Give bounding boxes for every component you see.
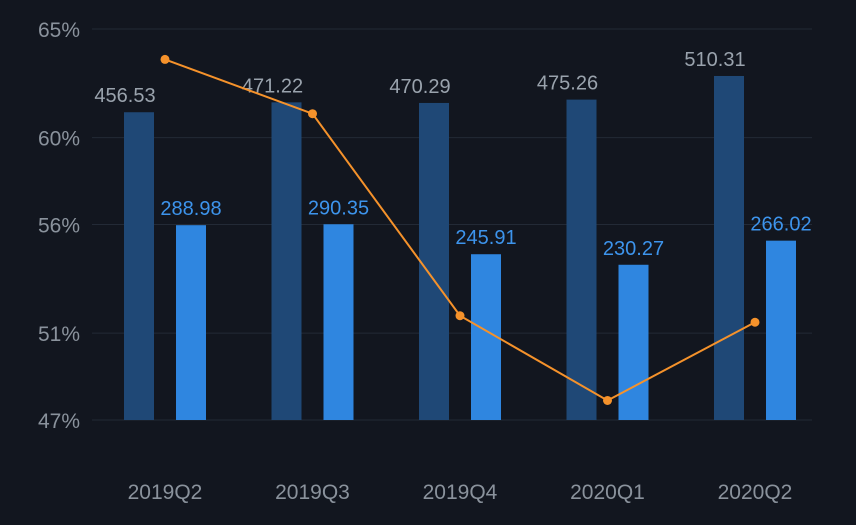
x-tick-label: 2020Q2 bbox=[718, 481, 793, 504]
bar-series-2 bbox=[766, 240, 796, 420]
bar-value-label: 471.22 bbox=[242, 75, 303, 97]
line-series bbox=[160, 54, 760, 405]
bar-value-label: 266.02 bbox=[750, 214, 811, 236]
bar-value-label: 245.91 bbox=[455, 227, 516, 249]
x-axis-ticks: 2019Q2 2019Q3 2019Q4 2020Q1 2020Q2 bbox=[128, 481, 793, 504]
bar-value-labels: 456.53 288.98 471.22 290.35 470.29 245.91 475.… bbox=[94, 49, 811, 260]
bar-series-2 bbox=[618, 264, 649, 420]
line-point bbox=[160, 54, 170, 64]
bar-value-label: 288.98 bbox=[160, 198, 221, 220]
y-tick-label: 60% bbox=[38, 128, 80, 151]
line-point bbox=[603, 395, 612, 405]
line-point bbox=[750, 317, 760, 327]
bar-series-1 bbox=[566, 99, 597, 421]
bar-series-1 bbox=[271, 102, 302, 420]
y-tick-label: 51% bbox=[38, 323, 80, 346]
bar-value-label: 456.53 bbox=[94, 85, 155, 107]
x-tick-label: 2019Q2 bbox=[128, 481, 203, 504]
bar-value-label: 230.27 bbox=[603, 238, 664, 260]
bar-series-2 bbox=[176, 225, 206, 420]
grid-lines bbox=[92, 28, 812, 421]
bar-series-1 bbox=[124, 112, 154, 420]
y-tick-label: 56% bbox=[38, 215, 80, 238]
y-axis-ticks: 65% 60% 56% 51% 47% bbox=[38, 19, 80, 433]
bars bbox=[124, 75, 796, 421]
bar-value-label: 475.26 bbox=[537, 73, 598, 95]
y-tick-label: 65% bbox=[38, 19, 80, 42]
bar-series-2 bbox=[323, 224, 354, 420]
line-point bbox=[308, 109, 317, 119]
bar-value-label: 290.35 bbox=[308, 197, 369, 219]
bar-series-1 bbox=[419, 102, 449, 421]
x-tick-label: 2019Q4 bbox=[423, 481, 498, 504]
bar-series-1 bbox=[714, 75, 744, 420]
x-tick-label: 2019Q3 bbox=[275, 481, 350, 504]
bar-value-label: 510.31 bbox=[684, 49, 745, 71]
bar-value-label: 470.29 bbox=[389, 76, 450, 98]
line-point bbox=[455, 311, 465, 321]
x-tick-label: 2020Q1 bbox=[570, 481, 645, 504]
y-tick-label: 47% bbox=[38, 410, 80, 433]
